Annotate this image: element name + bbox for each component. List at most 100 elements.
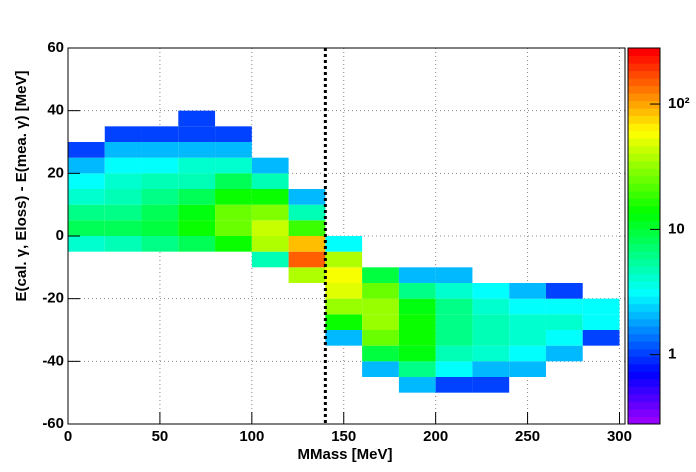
- colorbar-step: [628, 311, 660, 320]
- heatmap-cell: [178, 142, 216, 158]
- colorbar-step: [628, 371, 660, 380]
- heatmap-cell: [545, 298, 583, 315]
- heatmap-cell: [545, 314, 583, 330]
- colorbar-tick-label: 10: [668, 220, 685, 237]
- heatmap-cell: [251, 189, 289, 205]
- colorbar-step: [628, 416, 660, 425]
- heatmap-cell: [398, 377, 436, 393]
- colorbar-step: [628, 175, 660, 184]
- heatmap-cell: [472, 377, 510, 393]
- colorbar-step: [628, 145, 660, 154]
- heatmap-cell: [435, 377, 473, 393]
- heatmap-cell: [215, 126, 252, 142]
- heatmap-cell: [472, 298, 510, 315]
- heatmap-cell: [582, 314, 620, 330]
- colorbar-step: [628, 258, 660, 267]
- heatmap-cell: [178, 157, 216, 174]
- heatmap-cell: [472, 361, 510, 377]
- heatmap-cell: [472, 314, 510, 330]
- colorbar-step: [628, 281, 660, 290]
- colorbar-step: [628, 198, 660, 207]
- colorbar-step: [628, 266, 660, 275]
- colorbar-step: [628, 153, 660, 162]
- colorbar-step: [628, 63, 660, 72]
- heatmap-cell: [68, 220, 105, 236]
- heatmap-cell: [141, 126, 179, 142]
- heatmap-cell: [141, 189, 179, 205]
- colorbar-step: [628, 348, 660, 357]
- colorbar-step: [628, 115, 660, 124]
- colorbar-step: [628, 168, 660, 177]
- heatmap-cell: [398, 345, 436, 362]
- colorbar-tick-label: 1: [668, 346, 676, 363]
- colorbar-step: [628, 160, 660, 169]
- heatmap-cell: [251, 251, 289, 268]
- colorbar-step: [628, 85, 660, 94]
- colorbar-step: [628, 341, 660, 350]
- heatmap-cell: [472, 345, 510, 362]
- heatmap-cell: [104, 157, 142, 174]
- y-tick-label: 0: [56, 227, 64, 244]
- heatmap-cell: [104, 236, 142, 252]
- heatmap-cell: [251, 204, 289, 221]
- heatmap-cell: [251, 220, 289, 236]
- heatmap-cell: [435, 330, 473, 346]
- heatmap-cell: [288, 236, 326, 252]
- x-tick-label: 0: [64, 428, 72, 445]
- heatmap-cell: [288, 220, 326, 236]
- colorbar-step: [628, 296, 660, 305]
- colorbar-step: [628, 70, 660, 79]
- heatmap-cell: [472, 330, 510, 346]
- x-tick-label: 150: [331, 428, 356, 445]
- colorbar-step: [628, 378, 660, 387]
- heatmap-cell: [545, 330, 583, 346]
- heatmap-cell: [141, 204, 179, 221]
- y-tick-label: 60: [47, 39, 64, 56]
- heatmap-cell: [545, 283, 583, 299]
- colorbar-step: [628, 363, 660, 372]
- y-tick-label: -20: [42, 290, 64, 307]
- heatmap-cell: [141, 173, 179, 189]
- heatmap-cell: [325, 298, 363, 315]
- heatmap-cell: [251, 236, 289, 252]
- x-tick-label: 300: [607, 428, 632, 445]
- heatmap-cell: [435, 283, 473, 299]
- heatmap-cell: [509, 330, 546, 346]
- colorbar-step: [628, 251, 660, 260]
- heatmap-cell: [325, 314, 363, 330]
- y-tick-label: -40: [42, 352, 64, 369]
- heatmap-cell: [215, 236, 252, 252]
- y-tick-label: -60: [42, 415, 64, 432]
- x-tick-label: 250: [515, 428, 540, 445]
- heatmap-cell: [582, 298, 620, 315]
- heatmap-cell: [68, 189, 105, 205]
- heatmap-cell: [215, 157, 252, 174]
- heatmap-cell: [398, 314, 436, 330]
- heatmap-cell: [288, 267, 326, 283]
- colorbar-step: [628, 78, 660, 87]
- x-axis-label: MMass [MeV]: [297, 446, 392, 463]
- heatmap-cell: [104, 220, 142, 236]
- heatmap-cell: [215, 204, 252, 221]
- heatmap-cell: [68, 142, 105, 158]
- heatmap-cell: [509, 298, 546, 315]
- heatmap-cell: [251, 157, 289, 174]
- heatmap-cell: [141, 236, 179, 252]
- heatmap-cell: [509, 314, 546, 330]
- colorbar-step: [628, 236, 660, 245]
- heatmap-cell: [582, 330, 620, 346]
- colorbar-step: [628, 93, 660, 102]
- heatmap-cell: [435, 345, 473, 362]
- heatmap-cell: [398, 330, 436, 346]
- colorbar-step: [628, 183, 660, 192]
- heatmap-cell: [509, 361, 546, 377]
- colorbar-step: [628, 108, 660, 117]
- heatmap-cell: [141, 220, 179, 236]
- heatmap-cell: [178, 204, 216, 221]
- colorbar-step: [628, 356, 660, 365]
- heatmap-cell: [362, 345, 399, 362]
- colorbar-step: [628, 288, 660, 297]
- heatmap-cell: [362, 267, 399, 283]
- heatmap-cell: [509, 345, 546, 362]
- heatmap-cell: [325, 236, 363, 252]
